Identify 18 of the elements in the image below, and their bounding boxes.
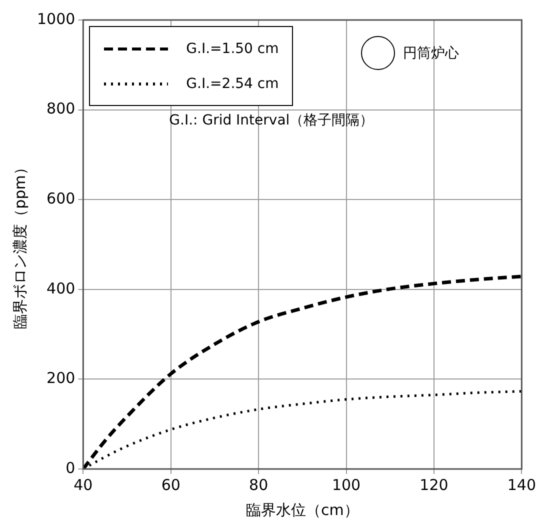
y-tick-label: 400 [46, 279, 76, 298]
x-tick-label: 120 [420, 476, 448, 494]
x-tick-label: 60 [161, 476, 180, 494]
y-tick-label: 1000 [36, 10, 76, 28]
y-tick-label: 0 [66, 458, 76, 477]
x-tick-label: 140 [507, 476, 536, 494]
annotation: 円筒炉心 [403, 46, 460, 62]
x-tick-label: 40 [74, 476, 93, 494]
legend-label: G.I.=2.54 cm [186, 76, 279, 92]
y-tick-label: 600 [46, 189, 76, 208]
y-axis-title: 臨界ボロン濃度（ppm） [10, 160, 29, 329]
annotation: G.I.: Grid Interval（格子間隔） [169, 112, 374, 129]
legend-label: G.I.=1.50 cm [186, 40, 279, 56]
y-tick-label: 200 [46, 369, 76, 388]
x-tick-label: 100 [332, 476, 361, 494]
y-tick-label: 800 [46, 100, 76, 118]
x-axis-title: 臨界水位（cm） [246, 500, 359, 519]
x-tick-label: 80 [249, 476, 268, 494]
